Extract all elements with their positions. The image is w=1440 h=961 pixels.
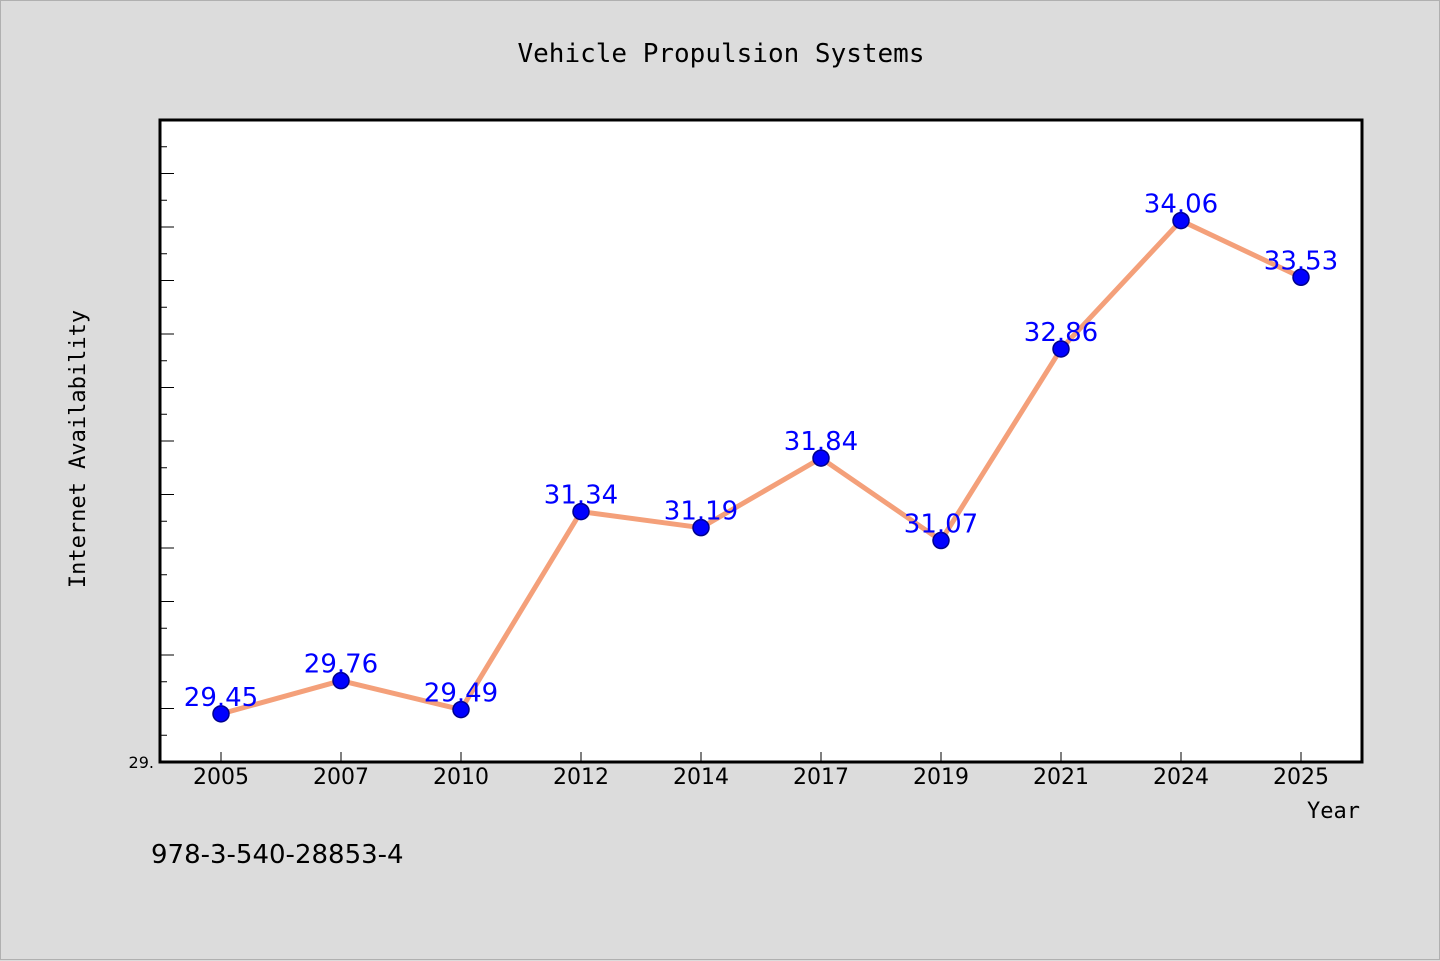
data-label: 31.34 <box>544 481 618 511</box>
x-tick-label: 2025 <box>1273 765 1329 790</box>
x-tick-label: 2012 <box>553 765 609 790</box>
data-label: 31.84 <box>784 427 858 457</box>
data-label: 34.06 <box>1144 190 1218 220</box>
y-tick-label: 29. <box>129 753 154 772</box>
x-tick-label: 2021 <box>1033 765 1089 790</box>
x-tick-label: 2005 <box>193 765 249 790</box>
x-tick-label: 2014 <box>673 765 729 790</box>
data-point <box>1292 268 1310 287</box>
data-point <box>1172 211 1190 230</box>
data-label: 33.53 <box>1264 246 1338 276</box>
x-tick-label: 2007 <box>313 765 369 790</box>
data-point <box>932 531 950 550</box>
isbn-annotation: 978-3-540-28853-4 <box>151 840 404 870</box>
data-point <box>332 671 350 690</box>
plot-area <box>160 120 1362 762</box>
data-points <box>212 211 1310 723</box>
data-label: 29.49 <box>424 679 498 709</box>
data-point <box>812 449 830 467</box>
x-tick-label: 2017 <box>793 765 849 790</box>
data-label: 31.19 <box>664 497 738 527</box>
data-point <box>452 700 470 719</box>
x-tick-label: 2019 <box>913 765 969 790</box>
data-label: 31.07 <box>904 510 978 540</box>
data-point <box>692 518 710 537</box>
data-point <box>572 502 590 521</box>
data-label: 29.45 <box>184 683 258 713</box>
x-tick-labels: 2005 2007 2010 2012 2014 2017 2019 2021 2024 2025 <box>193 765 1329 790</box>
data-label: 29.76 <box>304 650 378 680</box>
x-axis-label: Year <box>1307 799 1360 824</box>
x-tick-label: 2024 <box>1153 765 1209 790</box>
plot-frame <box>158 118 1364 764</box>
y-axis-label: Internet Availability <box>66 310 91 588</box>
x-tick-label: 2010 <box>433 765 489 790</box>
data-labels: 29.45 29.76 29.49 31.34 31.19 31.84 31.07 32.86… <box>184 190 1338 713</box>
chart-title: Vehicle Propulsion Systems <box>518 39 925 69</box>
data-label: 32.86 <box>1024 318 1098 348</box>
y-axis-ticks <box>160 119 174 763</box>
data-point <box>212 705 230 723</box>
series-line <box>218 218 1304 717</box>
x-axis-ticks <box>220 752 1302 762</box>
data-point <box>1052 340 1070 358</box>
